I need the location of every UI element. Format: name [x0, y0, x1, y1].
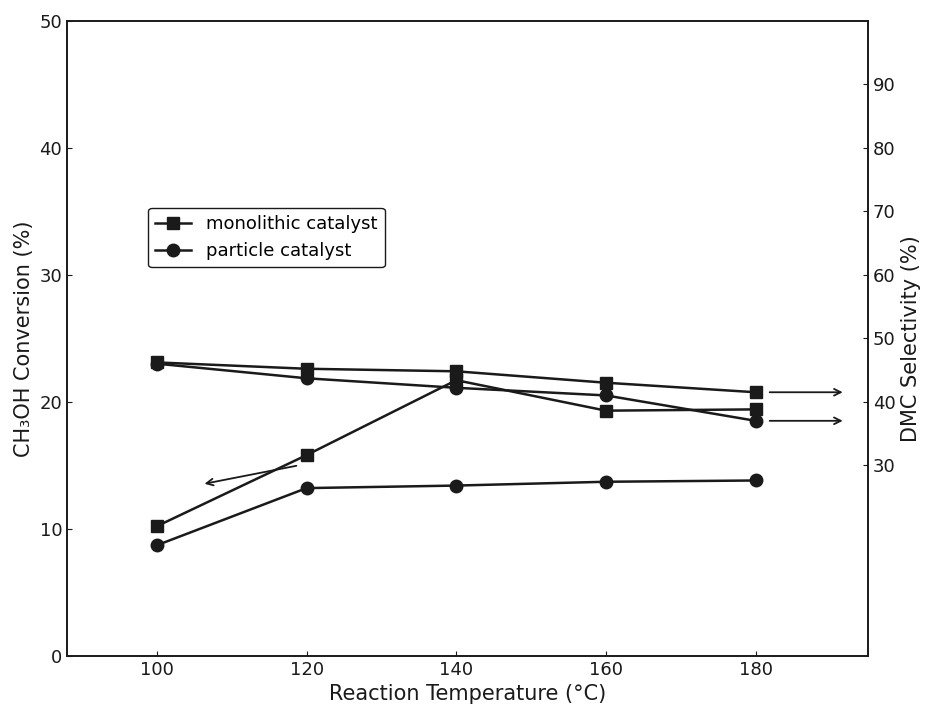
particle catalyst	[301, 484, 312, 493]
particle catalyst	[451, 481, 462, 490]
Line: particle catalyst: particle catalyst	[151, 474, 762, 551]
monolithic catalyst	[451, 376, 462, 385]
particle catalyst	[600, 477, 611, 486]
Y-axis label: CH₃OH Conversion (%): CH₃OH Conversion (%)	[14, 220, 34, 457]
monolithic catalyst	[750, 405, 761, 414]
Line: monolithic catalyst: monolithic catalyst	[151, 374, 762, 533]
particle catalyst	[151, 541, 163, 549]
monolithic catalyst	[151, 522, 163, 531]
Legend: monolithic catalyst, particle catalyst: monolithic catalyst, particle catalyst	[148, 208, 384, 267]
X-axis label: Reaction Temperature (°C): Reaction Temperature (°C)	[329, 684, 606, 704]
Y-axis label: DMC Selectivity (%): DMC Selectivity (%)	[901, 235, 921, 442]
particle catalyst	[750, 476, 761, 485]
monolithic catalyst	[600, 406, 611, 415]
monolithic catalyst	[301, 451, 312, 460]
